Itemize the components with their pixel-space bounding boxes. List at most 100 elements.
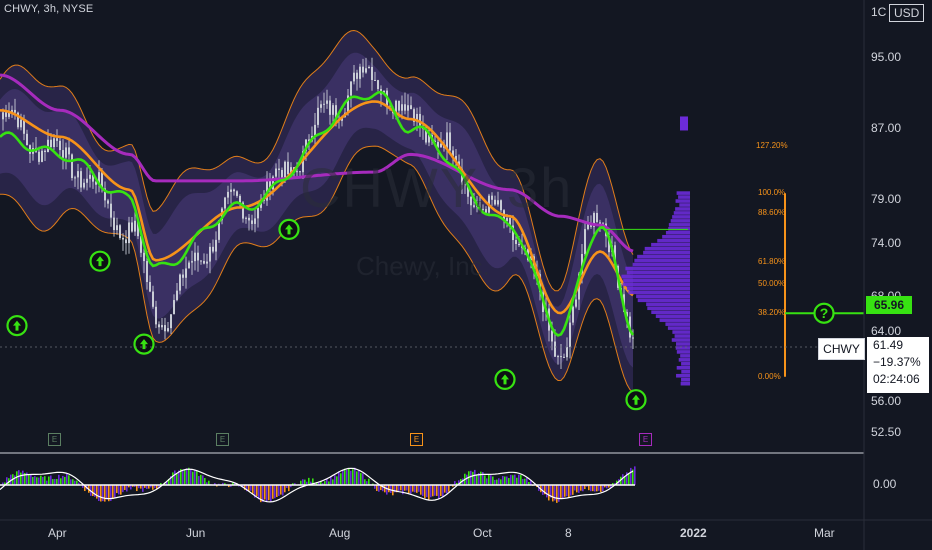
oscillator-bar	[374, 485, 376, 489]
oscillator-bar	[396, 485, 398, 493]
oscillator-bar	[78, 482, 80, 485]
oscillator-bar	[318, 482, 320, 485]
volume-profile-bar	[632, 262, 690, 267]
candle-body	[440, 143, 442, 148]
oscillator-bar	[528, 481, 530, 485]
candle-body	[62, 150, 64, 158]
oscillator-bar	[110, 485, 112, 501]
oscillator-bar	[46, 480, 48, 485]
volume-profile-bar	[678, 358, 690, 362]
oscillator-bar	[172, 472, 174, 485]
oscillator-bar	[622, 474, 624, 485]
oscillator-bar	[20, 472, 22, 485]
oscillator-bar	[140, 485, 142, 489]
oscillator-bar	[60, 478, 62, 485]
earnings-marker[interactable]: E	[216, 433, 229, 446]
candle-body	[170, 314, 172, 329]
volume-profile-bar	[634, 258, 690, 263]
inner-band-fill	[0, 52, 633, 368]
symbol-header[interactable]: CHWY, 3h, NYSE	[4, 3, 94, 15]
oscillator-bar	[68, 475, 70, 485]
earnings-marker[interactable]: E	[639, 433, 652, 446]
volume-profile-bar	[676, 342, 690, 346]
candle-body	[227, 191, 229, 198]
oscillator-bar	[498, 478, 500, 485]
oscillator-bar	[606, 485, 608, 489]
oscillator-bar	[384, 485, 386, 493]
oscillator-bar	[144, 485, 146, 488]
volume-profile-bar	[676, 191, 690, 195]
arrow-up-icon	[632, 394, 640, 405]
candle-body	[428, 134, 430, 143]
oscillator-bar	[388, 485, 390, 493]
candle-body	[377, 80, 379, 90]
oscillator-bar	[386, 485, 388, 495]
oscillator-bar	[332, 479, 334, 485]
oscillator-bar	[526, 477, 528, 485]
oscillator-bar	[436, 485, 438, 496]
oscillator-bar	[254, 485, 256, 498]
candle-body	[86, 178, 88, 183]
oscillator-bar	[510, 474, 512, 485]
volume-profile-bar	[681, 377, 690, 382]
oscillator-bar	[48, 476, 50, 485]
earnings-marker[interactable]: E	[410, 433, 423, 446]
oscillator-bar	[120, 485, 122, 495]
oscillator-bar	[580, 485, 582, 491]
volume-profile-bar	[667, 326, 690, 330]
candle-body	[470, 196, 472, 206]
volume-profile-bar	[665, 322, 690, 326]
oscillator-bar	[470, 470, 472, 485]
oscillator-bar	[152, 485, 154, 490]
last-quote-box: 61.49 −19.37% 02:24:06	[867, 337, 929, 393]
oscillator-bar	[348, 467, 350, 485]
oscillator-bar	[530, 480, 532, 485]
oscillator-bar	[82, 485, 84, 488]
candle-body	[590, 224, 592, 227]
candle-body	[506, 218, 508, 222]
oscillator-bar	[542, 485, 544, 495]
volume-profile-bar	[626, 270, 690, 275]
earnings-marker[interactable]: E	[48, 433, 61, 446]
volume-profile-bar	[657, 238, 690, 243]
oscillator-bar	[366, 481, 368, 485]
last-price: 61.49	[873, 338, 904, 352]
oscillator-bar	[504, 476, 506, 485]
volume-profile-bar	[621, 274, 690, 279]
volume-profile-bar	[678, 195, 690, 199]
oscillator-bar	[166, 481, 168, 485]
oscillator-bar	[586, 485, 588, 487]
currency-button[interactable]: USD	[889, 4, 925, 22]
candle-body	[356, 72, 358, 79]
oscillator-bar	[32, 476, 34, 485]
oscillator-bar	[576, 485, 578, 493]
oscillator-bar	[346, 469, 348, 485]
oscillator-bar	[352, 469, 354, 485]
oscillator-bar	[294, 483, 296, 485]
oscillator-bar	[234, 483, 236, 485]
fib-label: 100.0%	[758, 188, 786, 198]
oscillator-bar	[160, 483, 162, 485]
oscillator-bar	[490, 475, 492, 485]
oscillator-bar	[312, 478, 314, 485]
volume-profile-bar	[673, 211, 690, 215]
oscillator-bar	[270, 485, 272, 502]
oscillator-bar	[592, 485, 594, 492]
candle-body	[491, 195, 493, 200]
volume-profile-bar	[680, 381, 690, 386]
candle-body	[125, 239, 127, 244]
oscillator-bar	[418, 485, 420, 492]
question-mark-glyph: ?	[820, 305, 829, 321]
oscillator-bar	[520, 475, 522, 485]
oscillator-bar	[208, 480, 210, 485]
candle-body	[485, 209, 487, 213]
volume-profile-bar	[680, 116, 688, 131]
candle-body	[314, 124, 316, 136]
volume-profile-bar	[637, 298, 690, 303]
candle-body	[11, 109, 13, 113]
candle-body	[587, 224, 589, 230]
oscillator-bar	[108, 485, 110, 502]
oscillator-bar	[608, 485, 610, 488]
oscillator-bar	[514, 474, 516, 485]
